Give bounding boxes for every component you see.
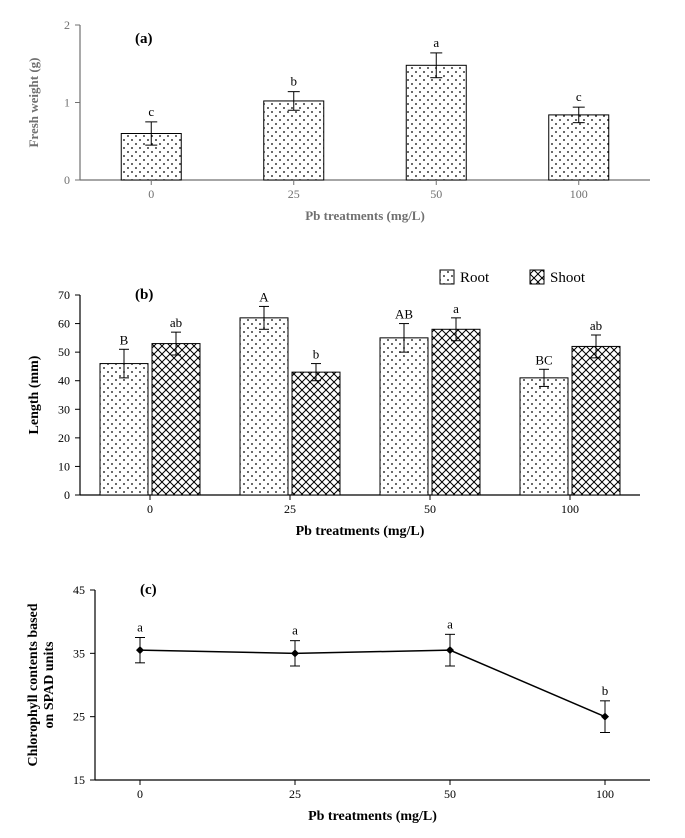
svg-text:b: b xyxy=(291,74,298,89)
svg-text:20: 20 xyxy=(58,431,70,445)
svg-text:50: 50 xyxy=(424,502,436,516)
svg-text:b: b xyxy=(602,683,609,698)
svg-text:a: a xyxy=(447,616,453,631)
legend-label-root: Root xyxy=(460,270,490,286)
root-bar xyxy=(520,378,568,495)
line-series xyxy=(140,650,605,717)
svg-text:B: B xyxy=(120,332,129,347)
y-axis-label-1: Chlorophyll contents based xyxy=(26,603,41,766)
svg-text:ab: ab xyxy=(170,315,182,330)
svg-text:a: a xyxy=(137,620,143,635)
legend-label-shoot: Shoot xyxy=(550,270,586,286)
shoot-bar xyxy=(572,346,620,495)
svg-text:40: 40 xyxy=(58,374,70,388)
shoot-bar xyxy=(152,344,200,495)
svg-text:a: a xyxy=(433,35,439,50)
svg-text:100: 100 xyxy=(570,187,588,201)
data-marker xyxy=(601,713,609,721)
x-axis-label: Pb treatments (mg/L) xyxy=(296,524,425,539)
svg-text:BC: BC xyxy=(535,352,552,367)
svg-text:AB: AB xyxy=(395,307,413,322)
y-axis-label: Fresh weight (g) xyxy=(26,57,41,147)
svg-text:70: 70 xyxy=(58,288,70,302)
root-bar xyxy=(240,318,288,495)
data-marker xyxy=(446,646,454,654)
y-axis-label-2: on SPAD units xyxy=(42,641,57,728)
svg-text:b: b xyxy=(313,347,320,362)
svg-text:50: 50 xyxy=(58,345,70,359)
data-marker xyxy=(291,649,299,657)
x-axis-label: Pb treatments (mg/L) xyxy=(305,208,425,223)
bar xyxy=(406,65,466,180)
svg-text:ab: ab xyxy=(590,318,602,333)
svg-text:0: 0 xyxy=(147,502,153,516)
svg-text:15: 15 xyxy=(73,773,85,787)
svg-text:25: 25 xyxy=(284,502,296,516)
svg-text:100: 100 xyxy=(561,502,579,516)
panel-label-b: (b) xyxy=(135,287,153,303)
svg-text:0: 0 xyxy=(64,173,70,187)
y-axis-label: Length (mm) xyxy=(27,355,42,434)
data-marker xyxy=(136,646,144,654)
svg-text:0: 0 xyxy=(64,488,70,502)
svg-text:10: 10 xyxy=(58,459,70,473)
bar xyxy=(549,115,609,180)
svg-text:50: 50 xyxy=(444,787,456,801)
svg-text:25: 25 xyxy=(289,787,301,801)
svg-text:0: 0 xyxy=(148,187,154,201)
svg-text:35: 35 xyxy=(73,646,85,660)
legend-swatch-root xyxy=(440,270,454,284)
svg-text:a: a xyxy=(453,301,459,316)
shoot-bar xyxy=(432,329,480,495)
x-axis-label: Pb treatments (mg/L) xyxy=(308,809,437,824)
bar xyxy=(264,101,324,180)
root-bar xyxy=(100,364,148,495)
svg-text:a: a xyxy=(292,623,298,638)
panel-label-c: (c) xyxy=(140,582,157,598)
root-bar xyxy=(380,338,428,495)
svg-text:25: 25 xyxy=(288,187,300,201)
svg-text:50: 50 xyxy=(430,187,442,201)
svg-text:25: 25 xyxy=(73,710,85,724)
svg-text:0: 0 xyxy=(137,787,143,801)
svg-text:1: 1 xyxy=(64,96,70,110)
panel-label-a: (a) xyxy=(135,31,153,47)
shoot-bar xyxy=(292,372,340,495)
svg-text:100: 100 xyxy=(596,787,614,801)
svg-text:45: 45 xyxy=(73,583,85,597)
figure-svg: 012c0b25a50c100Pb treatments (mg/L)Fresh… xyxy=(10,10,675,828)
svg-text:60: 60 xyxy=(58,317,70,331)
svg-text:c: c xyxy=(148,104,154,119)
svg-text:c: c xyxy=(576,89,582,104)
svg-text:30: 30 xyxy=(58,402,70,416)
svg-text:A: A xyxy=(259,289,269,304)
svg-text:2: 2 xyxy=(64,18,70,32)
legend-swatch-shoot xyxy=(530,270,544,284)
